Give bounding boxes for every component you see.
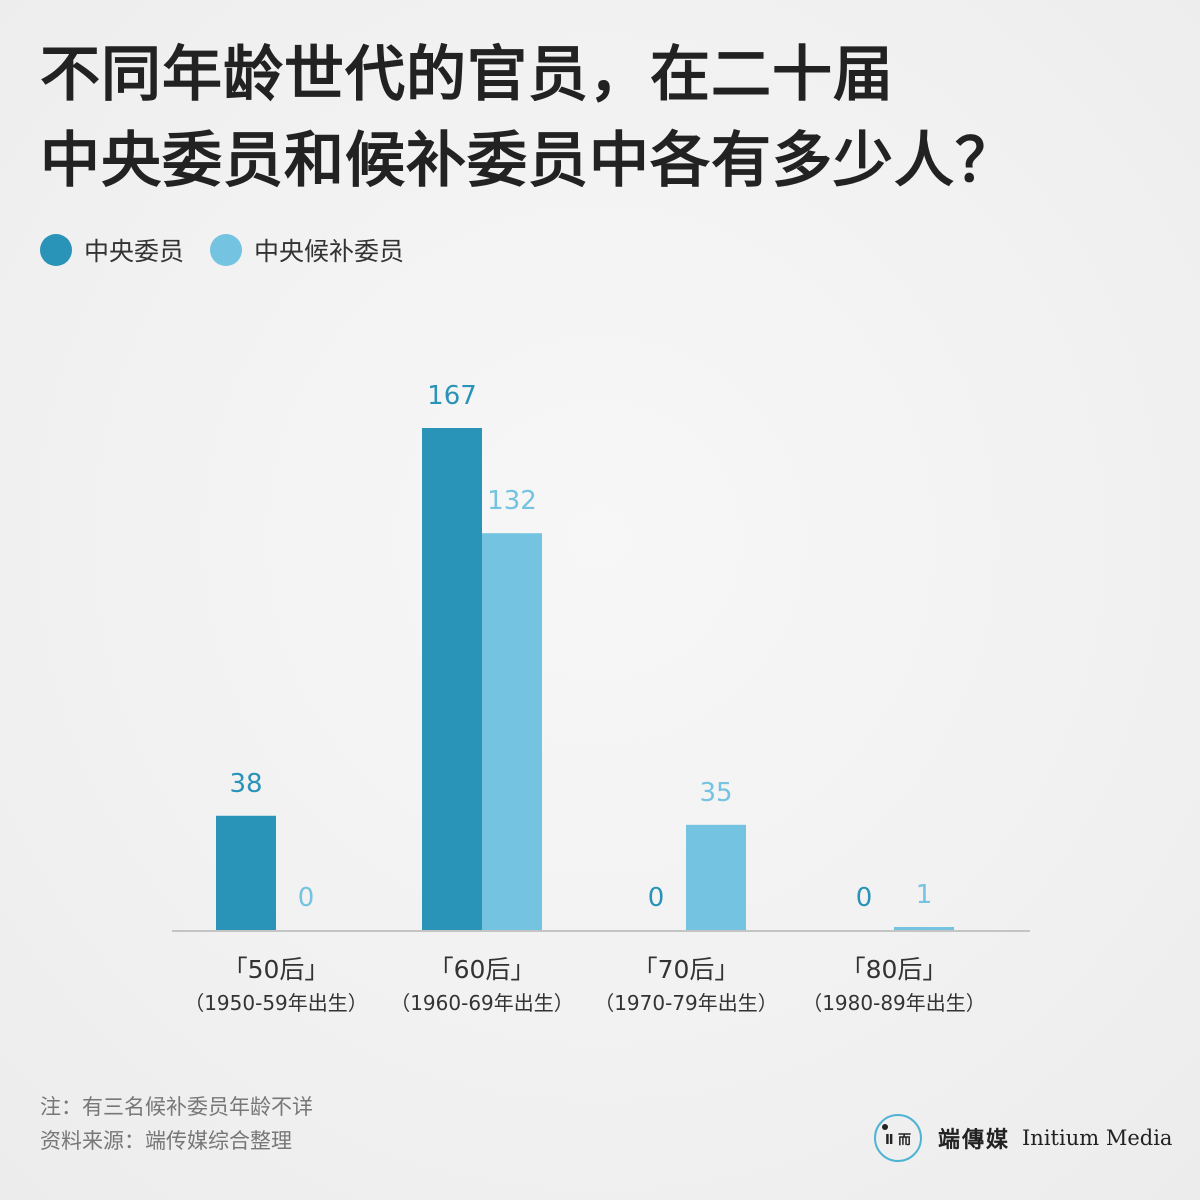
title-line-1: 不同年龄世代的官员，在二十届 [40,40,894,110]
bar-alternates-2 [686,824,746,930]
legend-swatch-alternates [210,234,243,266]
data-label-alternates-3: 1 [916,880,933,910]
bar-members-0 [216,815,276,930]
bar-chart: 38 0 「50后」 （1950-59年出生） 167 132 「60后」 （1960-69年… [172,381,1030,1015]
data-label-alternates-1: 132 [487,486,537,516]
legend-swatch-members [40,234,72,266]
data-label-members-0: 38 [229,769,262,799]
logo-text: Ⅱ 而 [884,1132,912,1148]
category-label-0: 「50后」 [223,955,330,984]
initium-logo-icon: Ⅱ 而 [874,1114,922,1162]
bar-alternates-1 [482,533,542,930]
legend-item-members: 中央委员 [40,232,184,268]
category-sublabel-1: （1960-69年出生） [390,991,574,1015]
legend-item-alternates: 中央候补委员 [210,232,404,268]
bar-members-1 [422,428,482,930]
legend-label-members: 中央委员 [84,237,185,266]
legend-label-alternates: 中央候补委员 [254,237,405,266]
footnotes: 注：有三名候补委员年龄不详 资料来源：端传媒综合整理 [40,1090,313,1158]
data-label-alternates-2: 35 [699,778,732,808]
footnote-note: 注：有三名候补委员年龄不详 [40,1095,313,1119]
footnote-source: 资料来源：端传媒综合整理 [40,1129,292,1153]
category-sublabel-0: （1950-59年出生） [184,991,368,1015]
category-sublabel-2: （1970-79年出生） [594,991,778,1015]
logo-dot [882,1124,888,1130]
brand-name-en: Initium Media [1022,1126,1173,1150]
category-label-2: 「70后」 [633,955,740,984]
chart-title: 不同年龄世代的官员，在二十届 中央委员和候补委员中各有多少人？ [40,32,1160,204]
bar-alternates-3 [894,926,954,930]
data-label-alternates-0: 0 [298,883,315,913]
brand-name-cn: 端傳媒 [938,1127,1011,1153]
legend: 中央委员 中央候补委员 [40,230,430,270]
data-label-members-3: 0 [856,883,873,913]
title-line-2: 中央委员和候补委员中各有多少人？ [40,126,1016,196]
category-label-3: 「80后」 [841,955,948,984]
category-label-1: 「60后」 [429,955,536,984]
brand: Ⅱ 而 端傳媒 Initium Media [874,1114,1172,1162]
category-sublabel-3: （1980-89年出生） [802,991,986,1015]
data-label-members-1: 167 [427,381,477,411]
data-label-members-2: 0 [648,883,665,913]
